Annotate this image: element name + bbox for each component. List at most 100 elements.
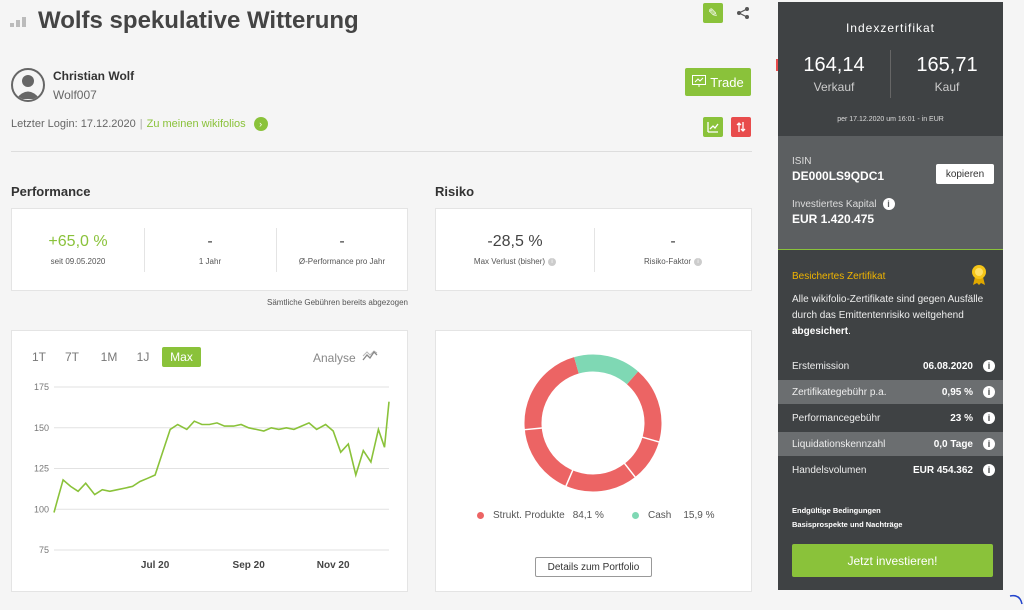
legend-dot — [477, 512, 484, 519]
metric-label: seit 09.05.2020 — [50, 257, 106, 266]
slice-separator — [640, 436, 661, 444]
sell-price-value: 164,14 — [803, 54, 865, 76]
metric-risk-factor: - Risiko-Faktor i — [594, 233, 752, 266]
info-icon[interactable]: i — [548, 257, 557, 266]
row-value: EUR 454.362 — [912, 464, 973, 476]
row-value: 23 % — [950, 412, 973, 424]
allocation-donut — [523, 354, 662, 492]
title-row: Wolfs spekulative Witterung — [10, 4, 359, 38]
info-icon[interactable]: i — [983, 438, 995, 450]
analyse-button[interactable]: Analyse — [313, 350, 378, 365]
isin-label: ISIN — [792, 156, 812, 167]
wikifolios-link[interactable]: Zu meinen wikifolios — [146, 118, 246, 130]
range-tab-1j[interactable]: 1J — [136, 350, 150, 364]
line-chart-card — [11, 330, 408, 592]
range-tab-1m[interactable]: 1M — [100, 350, 118, 364]
risk-card: -28,5 % Max Verlust (bisher) i - Risiko-F… — [435, 208, 752, 291]
prospectus-link[interactable]: Basisprospekte und Nachträge — [792, 520, 903, 529]
allocation-card — [435, 330, 752, 592]
scroll-arrow-icon — [1009, 594, 1023, 605]
metric-value: - — [207, 233, 213, 250]
row-value: 0,95 % — [941, 386, 973, 398]
metric-avg-per-year: - Ø-Performance pro Jahr — [276, 233, 408, 266]
series-line — [53, 401, 390, 513]
secured-text: Alle wikifolio-Zertifikate sind gegen Au… — [792, 294, 984, 337]
trade-label: Trade — [710, 74, 744, 90]
arrow-right-icon[interactable]: › — [253, 117, 268, 131]
metric-label: 1 Jahr — [198, 257, 222, 266]
info-icon[interactable]: i — [882, 198, 895, 210]
legend-label: Cash — [648, 510, 672, 521]
medal-icon — [969, 264, 989, 286]
page-title: Wolfs spekulative Witterung — [38, 7, 359, 34]
legend-dot — [632, 512, 639, 519]
info-row-performance-fee: Performancegebühr 23 % i — [778, 406, 1003, 430]
user-name[interactable]: Christian Wolf — [53, 69, 135, 83]
legend-value: 84,1 % — [572, 510, 604, 521]
info-icon[interactable]: i — [694, 257, 703, 266]
info-row-erstemission: Erstemission 06.08.2020 i — [778, 354, 1003, 378]
metric-label: Risiko-Faktor — [643, 257, 692, 266]
capital-label: Investiertes Kapital — [792, 198, 877, 210]
row-key: Liquidationskennzahl — [792, 438, 886, 450]
x-tick-label: Jul 20 — [141, 560, 170, 571]
line-chart: 175 150 125 100 75 Jul 20 Sep 20 Nov 20 — [34, 382, 390, 571]
trade-icon — [692, 74, 707, 90]
trade-button[interactable]: Trade — [685, 68, 751, 96]
analyse-label: Analyse — [313, 350, 356, 365]
details-portfolio-button[interactable]: Details zum Portfolio — [535, 557, 652, 577]
y-tick-label: 175 — [34, 382, 49, 392]
row-key: Erstemission — [792, 360, 850, 372]
fees-note: Sämtliche Gebühren bereits abgezogen — [267, 298, 408, 307]
slice-separator — [564, 468, 574, 488]
slice-separator — [523, 427, 544, 431]
metric-since-start: +65,0 % seit 09.05.2020 — [12, 233, 144, 266]
info-icon[interactable]: i — [983, 412, 995, 424]
range-tab-7t[interactable]: 7T — [64, 350, 79, 364]
sell-price: 164,14 Verkauf — [778, 54, 890, 94]
buy-price-value: 165,71 — [916, 54, 978, 76]
y-tick-label: 125 — [34, 464, 49, 474]
info-icon[interactable]: i — [983, 360, 995, 372]
capital-label-row: Investiertes Kapital i — [792, 198, 895, 210]
secured-text-bold: abgesichert — [792, 326, 849, 337]
x-tick-label: Nov 20 — [317, 560, 350, 571]
slice-separator — [623, 461, 637, 479]
buy-price-label: Kauf — [934, 80, 960, 94]
y-tick-label: 150 — [34, 423, 49, 433]
avatar[interactable] — [11, 68, 45, 102]
copy-button[interactable]: kopieren — [936, 164, 994, 184]
row-key: Zertifikategebühr p.a. — [792, 386, 887, 398]
divider — [11, 151, 752, 152]
performance-card: +65,0 % seit 09.05.2020 - 1 Jahr - Ø-Per… — [11, 208, 408, 291]
legend-item-structured: Strukt. Produkte 84,1 % — [477, 510, 604, 521]
y-tick-label: 100 — [34, 504, 49, 514]
secured-title: Besichertes Zertifikat — [792, 271, 886, 282]
line-chart-icon[interactable] — [703, 117, 723, 137]
share-icon[interactable] — [733, 3, 753, 23]
metric-max-loss: -28,5 % Max Verlust (bisher) i — [436, 233, 594, 266]
login-row: Letzter Login: 17.12.2020 | Zu meinen wi… — [11, 117, 268, 131]
range-tab-1t[interactable]: 1T — [31, 350, 46, 364]
up-down-arrows-icon[interactable] — [731, 117, 751, 137]
legend-label: Strukt. Produkte — [493, 510, 565, 521]
edit-icon[interactable]: ✎ — [703, 3, 723, 23]
conditions-link[interactable]: Endgültige Bedingungen — [792, 506, 881, 515]
info-icon[interactable]: i — [983, 464, 995, 476]
invest-button[interactable]: Jetzt investieren! — [792, 544, 993, 577]
info-icon[interactable]: i — [983, 386, 995, 398]
info-row-volume: Handelsvolumen EUR 454.362 i — [778, 458, 1003, 482]
risk-title: Risiko — [435, 184, 475, 199]
info-row-liquidation: Liquidationskennzahl 0,0 Tage i — [778, 432, 1003, 456]
isin-value: DE000LS9QDC1 — [792, 169, 885, 183]
y-tick-label: 75 — [39, 545, 49, 555]
legend-item-cash: Cash 15,9 % — [632, 510, 715, 521]
metric-1-year: - 1 Jahr — [144, 233, 276, 266]
certificate-title: Indexzertifikat — [845, 21, 936, 35]
sidebar: Indexzertifikat 164,14 Verkauf 165,71 Ka… — [778, 2, 1003, 590]
range-tab-max[interactable]: Max — [162, 347, 201, 367]
row-key: Handelsvolumen — [792, 464, 867, 476]
last-login: Letzter Login: 17.12.2020 — [11, 118, 136, 130]
metric-value: - — [339, 233, 345, 250]
metric-value: +65,0 % — [48, 233, 108, 250]
